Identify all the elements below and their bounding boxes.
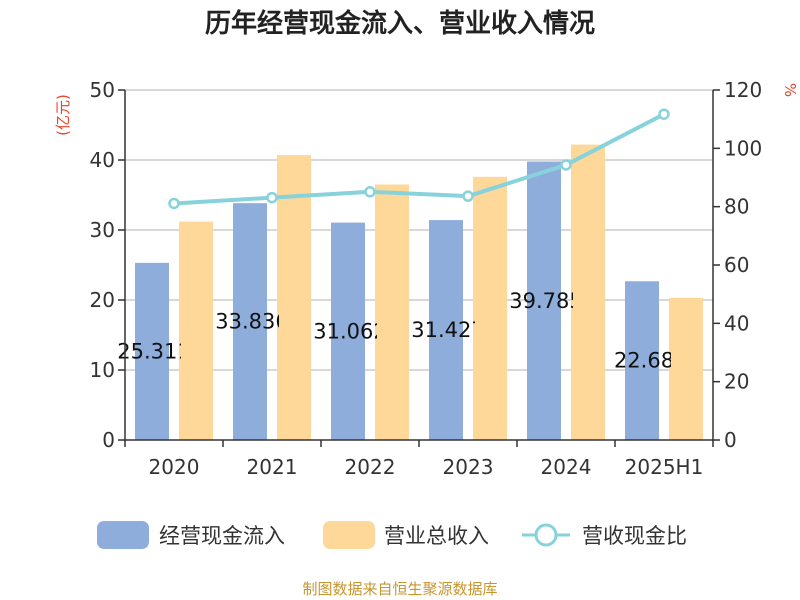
source-note: 制图数据来自恒生聚源数据库 <box>302 580 497 598</box>
right-axis-unit: % <box>781 83 799 97</box>
legend-label-revenue: 营业总收入 <box>384 524 489 548</box>
legend-label-ratio: 营收现金比 <box>582 524 687 548</box>
ratio-line <box>173 112 665 206</box>
ratio-point-2022 <box>364 186 376 198</box>
bars <box>135 144 703 441</box>
bar-cash-inflow-2025H1 <box>625 281 659 440</box>
bar-revenue-2023 <box>473 176 507 441</box>
bar-revenue-2020 <box>179 221 213 440</box>
ratio-point-2023 <box>462 190 474 202</box>
left-tick-label: 0 <box>102 428 115 452</box>
left-tick-label: 50 <box>90 78 115 102</box>
left-tick-label: 10 <box>90 358 115 382</box>
left-tick-label: 40 <box>90 148 115 172</box>
left-tick-label: 20 <box>90 288 115 312</box>
right-tick-label: 120 <box>724 78 762 102</box>
data-label-2022: 31.062 <box>313 319 386 343</box>
data-label-2021: 33.836 <box>215 310 288 334</box>
x-tick-label-2024: 2024 <box>541 455 592 479</box>
bar-revenue-2024 <box>571 144 605 440</box>
x-tick-label-2022: 2022 <box>345 455 396 479</box>
legend-swatch-revenue <box>323 521 375 549</box>
x-tick-label-2020: 2020 <box>149 455 200 479</box>
data-label-2020: 25.311 <box>117 339 190 363</box>
right-tick-label: 80 <box>724 195 749 219</box>
ratio-point-2025H1 <box>658 108 670 120</box>
x-tick-label-2025H1: 2025H1 <box>625 455 704 479</box>
ratio-point-2020 <box>168 197 180 210</box>
bar-cash-inflow-2023 <box>429 220 463 440</box>
bar-revenue-2025H1 <box>669 297 703 440</box>
data-labels: 25.311 33.836 31.062 31.427 39.785 22.68 <box>117 289 674 373</box>
legend: 经营现金流入 营业总收入 营收现金比 <box>97 521 687 549</box>
right-tick-label: 20 <box>724 370 749 394</box>
data-label-2023: 31.427 <box>411 318 484 342</box>
legend-swatch-ratio-marker <box>534 523 558 547</box>
data-label-2024: 39.785 <box>509 289 582 313</box>
axes: 0 10 20 30 40 50 0 20 40 60 80 100 120 2020 2021 2022 20… <box>90 78 763 479</box>
left-tick-label: 30 <box>90 218 115 242</box>
x-tick-label-2023: 2023 <box>443 455 494 479</box>
ratio-line-layer <box>168 108 670 210</box>
bar-revenue-2022 <box>375 184 409 440</box>
left-axis-unit: (亿元) <box>54 94 72 136</box>
legend-label-cash-inflow: 经营现金流入 <box>159 524 285 548</box>
right-tick-label: 0 <box>724 428 737 452</box>
bar-cash-inflow-2021 <box>233 203 267 440</box>
right-tick-label: 40 <box>724 311 749 335</box>
chart-title: 历年经营现金流入、营业收入情况 <box>205 8 595 39</box>
bar-cash-inflow-2022 <box>331 222 365 440</box>
ratio-point-2021 <box>266 191 278 204</box>
ratio-point-2024 <box>560 159 572 171</box>
data-label-2025H1: 22.68 <box>614 349 674 373</box>
bar-cash-inflow-2020 <box>135 262 169 440</box>
legend-swatch-cash-inflow <box>97 521 149 549</box>
right-tick-label: 60 <box>724 253 749 277</box>
bar-cash-inflow-2024 <box>527 161 561 441</box>
bar-revenue-2021 <box>277 155 311 440</box>
gridlines <box>125 89 713 371</box>
x-tick-label-2021: 2021 <box>247 455 298 479</box>
right-tick-label: 100 <box>724 136 762 160</box>
